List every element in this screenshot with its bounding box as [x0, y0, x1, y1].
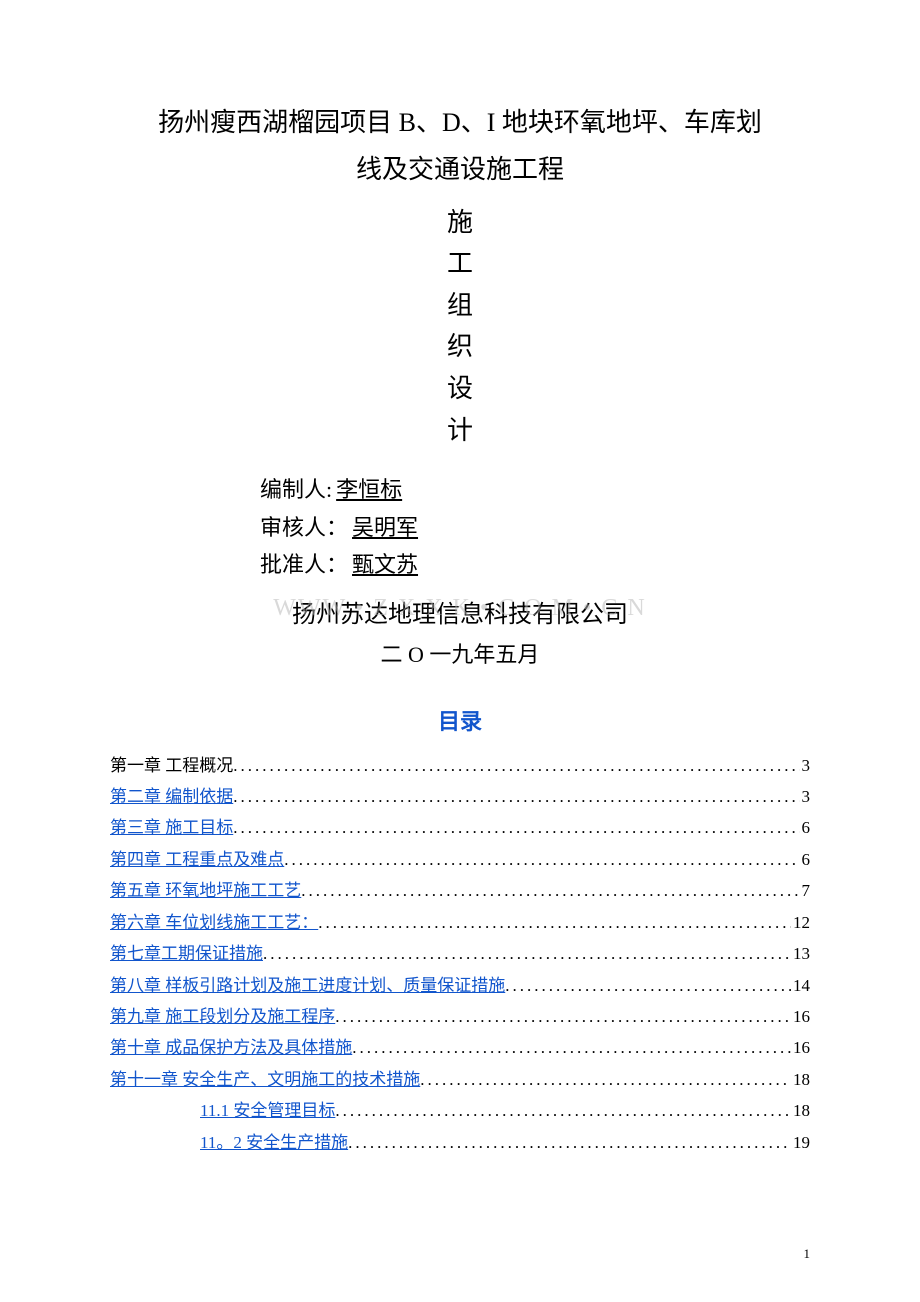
vertical-char: 工 — [110, 243, 810, 285]
toc-dots — [263, 938, 791, 969]
vertical-char: 织 — [110, 326, 810, 368]
title-block: 扬州瘦西湖榴园项目 B、D、I 地块环氧地坪、车库划 线及交通设施工程 施 工 … — [110, 100, 810, 451]
toc-item-link[interactable]: 11.1 安全管理目标 — [200, 1095, 335, 1126]
toc-page-number: 3 — [800, 750, 811, 781]
signature-row-reviewer: 审核人： 吴明军 — [260, 509, 810, 546]
toc-dots — [348, 1127, 791, 1158]
toc-item-link[interactable]: 第十一章 安全生产、文明施工的技术措施 — [110, 1064, 420, 1095]
toc-page-number: 16 — [791, 1032, 810, 1063]
toc-item-link[interactable]: 第四章 工程重点及难点 — [110, 844, 284, 875]
toc-row: 11。2 安全生产措施 19 — [110, 1127, 810, 1158]
signature-row-author: 编制人: 李恒标 — [260, 471, 810, 508]
main-title-line1: 扬州瘦西湖榴园项目 B、D、I 地块环氧地坪、车库划 — [110, 100, 810, 147]
company-name: 扬州苏达地理信息科技有限公司 — [110, 595, 810, 636]
toc-dots — [284, 844, 799, 875]
signature-value: 甄文苏 — [348, 546, 588, 583]
toc-dots — [233, 750, 799, 781]
signature-label: 批准人： — [260, 546, 348, 583]
toc-page-number: 7 — [800, 875, 811, 906]
main-title-line2: 线及交通设施工程 — [110, 147, 810, 194]
toc-row: 第八章 样板引路计划及施工进度计划、质量保证措施 14 — [110, 970, 810, 1001]
signature-value: 吴明军 — [348, 509, 588, 546]
toc-item-link[interactable]: 第二章 编制依据 — [110, 781, 233, 812]
vertical-char: 设 — [110, 368, 810, 410]
toc-row: 第四章 工程重点及难点 6 — [110, 844, 810, 875]
vertical-title: 施 工 组 织 设 计 — [110, 202, 810, 452]
toc-row: 第一章 工程概况 3 — [110, 750, 810, 781]
toc-item-link[interactable]: 11。2 安全生产措施 — [200, 1127, 348, 1158]
toc-item-link[interactable]: 第八章 样板引路计划及施工进度计划、质量保证措施 — [110, 970, 505, 1001]
toc-dots — [301, 875, 799, 906]
toc-page-number: 12 — [791, 907, 810, 938]
signature-row-approver: 批准人： 甄文苏 — [260, 546, 810, 583]
toc-row: 第九章 施工段划分及施工程序 16 — [110, 1001, 810, 1032]
toc-item-link[interactable]: 第九章 施工段划分及施工程序 — [110, 1001, 335, 1032]
toc-dots — [335, 1095, 791, 1126]
toc-dots — [233, 781, 799, 812]
vertical-char: 施 — [110, 202, 810, 244]
toc-dots — [420, 1064, 791, 1095]
toc-page-number: 19 — [791, 1127, 810, 1158]
vertical-char: 计 — [110, 410, 810, 452]
toc-row: 11.1 安全管理目标 18 — [110, 1095, 810, 1126]
company-block: WWW • Z X X K • C O M • C N 扬州苏达地理信息科技有限… — [110, 595, 810, 673]
toc-item-link[interactable]: 第七章工期保证措施 — [110, 938, 263, 969]
signature-label: 审核人： — [260, 509, 348, 546]
toc-row: 第六章 车位划线施工工艺： 12 — [110, 907, 810, 938]
toc-row: 第二章 编制依据 3 — [110, 781, 810, 812]
toc-page-number: 16 — [791, 1001, 810, 1032]
toc-dots — [233, 812, 799, 843]
toc-dots — [352, 1032, 791, 1063]
signature-label: 编制人: — [260, 471, 332, 508]
toc-row: 第三章 施工目标 6 — [110, 812, 810, 843]
toc-page-number: 6 — [800, 812, 811, 843]
toc-page-number: 6 — [800, 844, 811, 875]
toc-item-link[interactable]: 第三章 施工目标 — [110, 812, 233, 843]
toc-dots — [335, 1001, 791, 1032]
toc-heading: 目录 — [110, 704, 810, 736]
toc-page-number: 14 — [791, 970, 810, 1001]
signatures-block: 编制人: 李恒标 审核人： 吴明军 批准人： 甄文苏 — [110, 471, 810, 583]
toc-item-link[interactable]: 第五章 环氧地坪施工工艺 — [110, 875, 301, 906]
toc-page-number: 18 — [791, 1064, 810, 1095]
table-of-contents: 第一章 工程概况 3 第二章 编制依据 3 第三章 施工目标 6 第四章 工程重… — [110, 750, 810, 1159]
toc-dots — [505, 970, 791, 1001]
toc-page-number: 3 — [800, 781, 811, 812]
toc-page-number: 13 — [791, 938, 810, 969]
toc-row: 第十一章 安全生产、文明施工的技术措施 18 — [110, 1064, 810, 1095]
toc-item-link[interactable]: 第十章 成品保护方法及具体措施 — [110, 1032, 352, 1063]
toc-dots — [318, 907, 791, 938]
document-date: 二 O 一九年五月 — [110, 636, 810, 673]
signature-value: 李恒标 — [332, 471, 572, 508]
toc-page-number: 18 — [791, 1095, 810, 1126]
page-number: 1 — [804, 1246, 811, 1262]
toc-row: 第五章 环氧地坪施工工艺 7 — [110, 875, 810, 906]
toc-item-link[interactable]: 第六章 车位划线施工工艺： — [110, 907, 318, 938]
toc-item-label: 第一章 工程概况 — [110, 750, 233, 781]
toc-row: 第十章 成品保护方法及具体措施 16 — [110, 1032, 810, 1063]
vertical-char: 组 — [110, 285, 810, 327]
toc-row: 第七章工期保证措施 13 — [110, 938, 810, 969]
